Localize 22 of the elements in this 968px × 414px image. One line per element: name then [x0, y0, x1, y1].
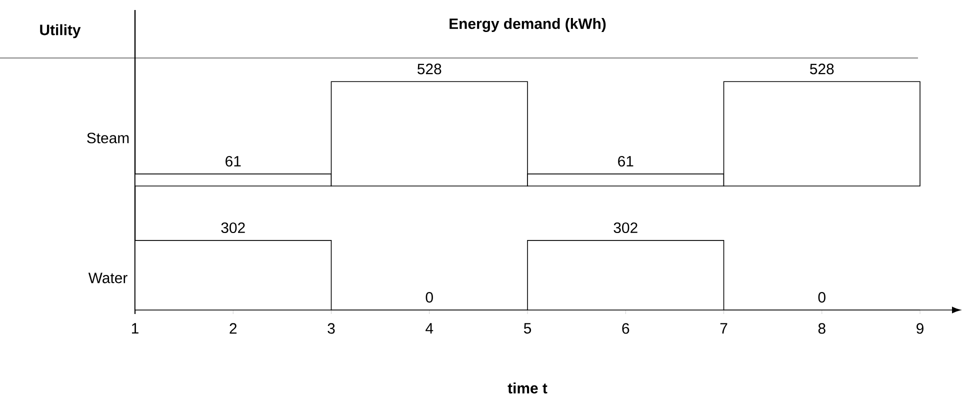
x-tick-label: 7: [720, 323, 728, 334]
x-tick-label: 8: [818, 323, 826, 334]
text: Utility: [40, 24, 81, 38]
x-tick-label: 2: [230, 323, 237, 334]
x-axis-title: time t: [508, 382, 548, 394]
x-tick-label: 3: [328, 323, 335, 334]
x-tick-label: 1: [132, 323, 138, 334]
x-tick-label: 6: [622, 323, 630, 334]
data-label: 528: [810, 64, 834, 74]
data-label: 0: [426, 292, 433, 303]
data-label: 528: [418, 64, 442, 74]
data-label: 0: [818, 292, 826, 303]
x-tick-label: 4: [426, 323, 434, 334]
x-tick-label: 5: [524, 323, 532, 334]
data-label: 302: [614, 222, 638, 234]
chart-title: Energy demand (kWh): [450, 18, 606, 32]
data-label: 61: [226, 156, 241, 167]
y-axis-title: Water: [88, 272, 128, 284]
data-label: 61: [618, 156, 634, 167]
x-tick-label: 9: [916, 323, 924, 334]
data-label: 302: [221, 222, 245, 234]
y-axis-title: Steam: [87, 132, 129, 144]
